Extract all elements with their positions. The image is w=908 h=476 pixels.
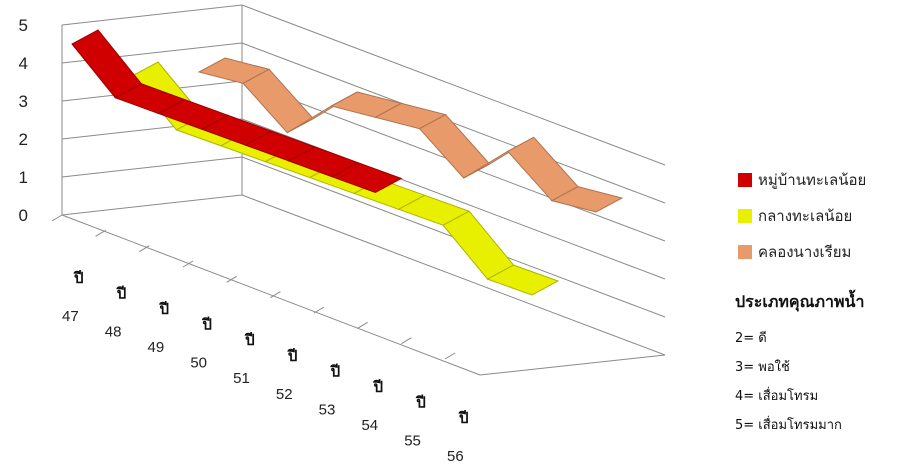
y-tick-label: 0	[19, 206, 28, 225]
x-tick-label: 52	[276, 386, 293, 403]
y-tick-label: 5	[19, 16, 28, 35]
y-tick-label: 4	[19, 54, 28, 73]
legend-swatch-3	[738, 245, 752, 259]
x-tick-mark	[444, 352, 456, 360]
water-quality-annotation: ประเภทคุณภาพน้ำ 2= ดี 3= พอใช้ 4= เสื่อม…	[735, 290, 905, 443]
x-tick-prefix: ปี	[201, 316, 211, 334]
x-tick-prefix: ปี	[159, 300, 169, 318]
legend-label-1: หมู่บ้านทะเลน้อย	[758, 171, 867, 189]
legend-item-2: กลางทะเลน้อย	[738, 198, 866, 234]
y-axis-ticks: 0 1 2 3 4 5	[19, 16, 28, 225]
legend-swatch-2	[738, 209, 752, 223]
legend-label-3: คลองนางเรียม	[758, 243, 852, 261]
x-tick-label: 51	[233, 370, 250, 387]
x-tick-prefix: ปี	[244, 331, 254, 349]
annotation-item-4: 5= เสื่อมโทรมมาก	[735, 418, 842, 433]
ribbon-segment-2	[442, 210, 515, 280]
x-tick-prefix: ปี	[373, 378, 383, 396]
x-tick-label: 47	[62, 308, 79, 325]
ribbon-segment-1	[330, 162, 403, 193]
x-tick-mark	[51, 214, 63, 222]
legend-swatch-1	[738, 173, 752, 187]
legend-item-3: คลองนางเรียม	[738, 234, 866, 270]
x-tick-mark	[226, 275, 237, 283]
x-tick-prefix: ปี	[287, 347, 297, 365]
x-tick-label: 48	[105, 324, 122, 341]
annotation-item-3: 4= เสื่อมโทรม	[735, 389, 819, 404]
x-tick-prefix: ปี	[330, 362, 340, 380]
x-tick-prefix: ปี	[458, 409, 468, 427]
legend-item-1: หมู่บ้านทะเลน้อย	[738, 162, 866, 198]
annotation-item-1: 2= ดี	[735, 331, 767, 346]
x-tick-label: 49	[148, 339, 165, 356]
x-tick-label: 55	[404, 432, 421, 449]
x-axis-ticks: ปี 47 ปี 48 ปี 49 ปี 50 ปี 51 ปี 52 ปี 53 ปี 54 ปี 55 ปี 56	[51, 214, 469, 465]
gridline-0	[61, 194, 666, 356]
y-tick-label: 3	[19, 92, 28, 111]
x-tick-mark	[95, 229, 106, 237]
x-axis-floor-line	[61, 214, 481, 376]
ribbon-segment-3	[550, 186, 624, 213]
y-tick-label: 2	[19, 130, 28, 149]
annotation-item-2: 3= พอใช้	[735, 360, 790, 375]
legend-label-2: กลางทะเลน้อย	[758, 207, 853, 225]
x-tick-mark	[270, 291, 281, 299]
x-tick-mark	[357, 321, 368, 329]
x-tick-label: 56	[447, 448, 464, 465]
chart-legend: หมู่บ้านทะเลน้อย กลางทะเลน้อย คลองนางเรี…	[738, 162, 866, 270]
x-tick-prefix: ปี	[116, 285, 126, 303]
ribbon-segment-1	[71, 29, 143, 99]
ribbon-segment-3	[506, 136, 579, 202]
x-tick-mark	[182, 260, 194, 268]
y-tick-label: 1	[19, 168, 28, 187]
x-tick-mark	[313, 306, 325, 314]
floor-right-edge	[479, 354, 666, 376]
annotation-title: ประเภทคุณภาพน้ำ	[735, 292, 865, 311]
ribbon-segment-2	[486, 264, 560, 296]
chart-ribbons	[71, 29, 624, 296]
x-tick-label: 50	[190, 355, 207, 372]
x-tick-prefix: ปี	[415, 393, 425, 411]
x-tick-prefix: ปี	[73, 269, 83, 287]
x-tick-label: 54	[361, 417, 378, 434]
x-tick-label: 53	[319, 401, 336, 418]
x-tick-mark	[139, 245, 150, 253]
x-tick-mark	[401, 337, 412, 345]
